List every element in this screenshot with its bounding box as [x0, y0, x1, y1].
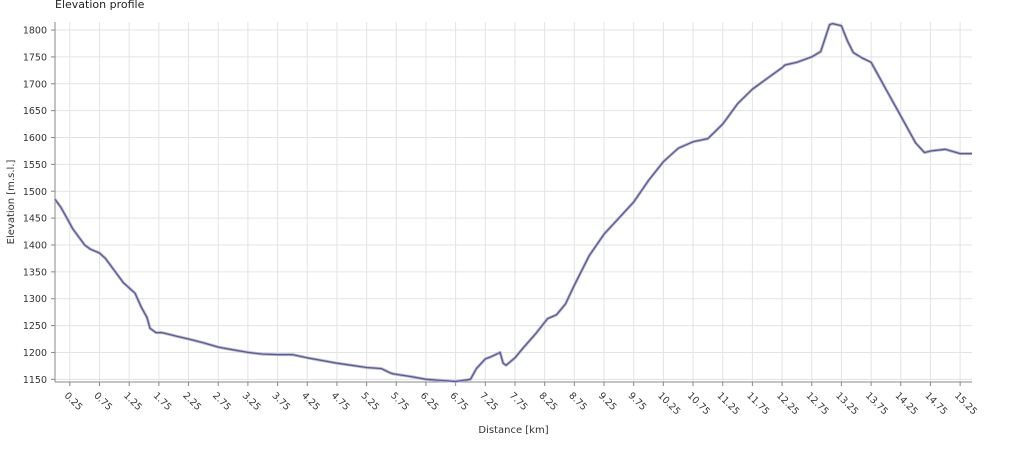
x-tick-label: 11.75: [744, 390, 771, 417]
y-axis-label: Elevation [m.s.l.]: [6, 160, 17, 245]
x-tick-label: 15.25: [952, 390, 979, 417]
x-tick-label: 12.25: [774, 390, 801, 417]
x-axis-label: Distance [km]: [478, 425, 548, 436]
x-tick-label: 4.75: [329, 390, 352, 413]
x-tick-label: 6.75: [448, 390, 471, 413]
y-tick-label: 1600: [23, 133, 47, 144]
x-tick-label: 8.75: [566, 390, 589, 413]
x-tick-label: 4.25: [299, 390, 322, 413]
y-tick-label: 1550: [23, 160, 47, 171]
y-tick-label: 1150: [23, 375, 47, 386]
x-tick-label: 9.25: [596, 390, 619, 413]
x-tick-label: 7.25: [477, 390, 500, 413]
x-tick-label: 3.25: [240, 390, 263, 413]
x-tick-label: 1.25: [121, 390, 144, 413]
x-tick-label: 5.75: [388, 390, 411, 413]
x-tick-label: 7.75: [507, 390, 530, 413]
y-tick-label: 1700: [23, 79, 47, 90]
x-tick-label: 2.75: [210, 390, 233, 413]
x-tick-label: 14.75: [922, 390, 949, 417]
x-tick-label: 8.25: [537, 390, 560, 413]
y-tick-label: 1500: [23, 187, 47, 198]
x-tick-label: 11.25: [715, 390, 742, 417]
x-tick-label: 6.25: [418, 390, 441, 413]
x-tick-label: 12.75: [804, 390, 831, 417]
x-tick-label: 0.25: [62, 390, 85, 413]
x-tick-label: 13.75: [863, 390, 890, 417]
y-tick-label: 1300: [23, 294, 47, 305]
y-tick-label: 1250: [23, 321, 47, 332]
x-tick-label: 9.75: [626, 390, 649, 413]
x-tick-label: 0.75: [91, 390, 114, 413]
series-line: [54, 22, 972, 383]
x-tick-label: 13.25: [833, 390, 860, 417]
plot-area: [55, 22, 972, 382]
x-tick-label: 10.75: [685, 390, 712, 417]
y-tick-label: 1400: [23, 240, 47, 251]
x-tick-label: 2.25: [180, 390, 203, 413]
y-tick-label: 1800: [23, 26, 47, 37]
x-tick-label: 14.25: [893, 390, 920, 417]
x-tick-label: 10.25: [655, 390, 682, 417]
x-tick-label: 1.75: [151, 390, 174, 413]
y-tick-label: 1650: [23, 106, 47, 117]
y-tick-label: 1200: [23, 348, 47, 359]
y-tick-label: 1350: [23, 267, 47, 278]
chart-title: Elevation profile: [55, 0, 145, 11]
x-tick-label: 3.75: [269, 390, 292, 413]
y-tick-label: 1450: [23, 214, 47, 225]
x-tick-label: 5.25: [358, 390, 381, 413]
y-tick-label: 1750: [23, 52, 47, 63]
